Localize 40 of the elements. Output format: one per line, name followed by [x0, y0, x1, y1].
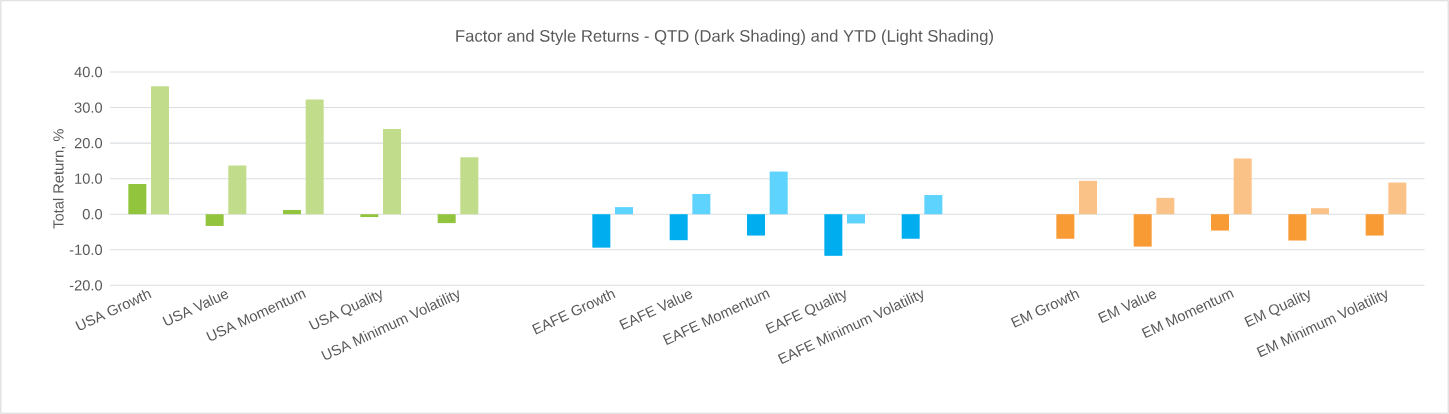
- y-tick-label: 0.0: [82, 209, 103, 220]
- bar: [460, 157, 479, 215]
- bar: [692, 193, 711, 215]
- bar: [924, 195, 943, 215]
- bar: [1133, 214, 1152, 247]
- bar: [769, 171, 788, 215]
- bar: [847, 214, 866, 224]
- bar: [151, 86, 169, 215]
- bar: [1211, 214, 1230, 231]
- bar: [437, 214, 456, 224]
- bar: [747, 214, 766, 236]
- bar: [824, 214, 843, 256]
- bar: [615, 207, 634, 215]
- y-tick-label: -10.0: [69, 244, 103, 255]
- y-tick-label: 30.0: [74, 102, 103, 113]
- bar: [283, 209, 301, 215]
- bar: [1156, 197, 1175, 215]
- bar: [592, 214, 611, 248]
- bar: [1056, 214, 1075, 239]
- chart-title: Factor and Style Returns - QTD (Dark Shading) and YTD (Light Shading): [456, 29, 993, 46]
- bar: [1288, 214, 1307, 241]
- y-axis-title: Total Return, %: [52, 129, 66, 229]
- y-tick-label: 20.0: [74, 137, 103, 149]
- bar: [669, 214, 688, 241]
- y-tick-label: -20.0: [69, 280, 103, 291]
- bar: [1311, 208, 1330, 215]
- bar: [360, 214, 379, 218]
- bar: [1365, 214, 1384, 236]
- x-tick-label: EM Value: [1097, 291, 1157, 323]
- bar: [128, 184, 147, 215]
- y-tick-label: 40.0: [74, 66, 103, 78]
- bar: [305, 99, 324, 215]
- bar: [1388, 182, 1407, 215]
- bar: [383, 128, 401, 215]
- bar: [228, 165, 247, 215]
- bar: [1233, 158, 1252, 215]
- bar: [205, 214, 224, 226]
- y-tick-label: 10.0: [75, 173, 103, 184]
- bar: [901, 214, 920, 239]
- bar: [1079, 180, 1098, 215]
